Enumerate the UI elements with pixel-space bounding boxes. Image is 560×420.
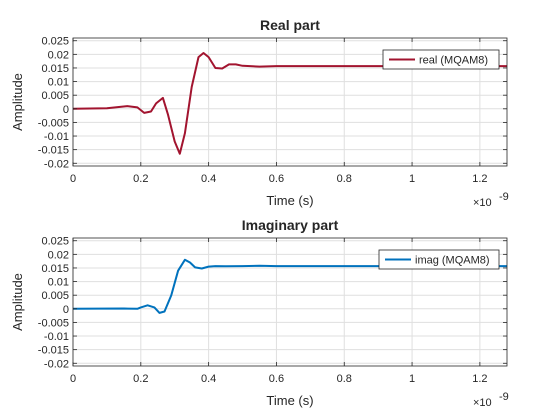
x-tick-label: 0.2 bbox=[133, 373, 148, 385]
x-tick-label: 0.2 bbox=[133, 173, 148, 185]
x-tick-label: 1.2 bbox=[472, 373, 487, 385]
y-tick-label: -0.015 bbox=[38, 345, 69, 357]
x-tick-label: 0.6 bbox=[269, 173, 284, 185]
x-tick-label: 0.6 bbox=[269, 373, 284, 385]
chart-title: Real part bbox=[260, 17, 320, 33]
x-axis-label: Time (s) bbox=[266, 193, 313, 208]
y-tick-label: -0.01 bbox=[44, 331, 69, 343]
chart-title: Imaginary part bbox=[242, 217, 339, 233]
legend: real (MQAM8) bbox=[383, 50, 499, 69]
y-tick-label: -0.005 bbox=[38, 317, 69, 329]
x-tick-label: 0 bbox=[70, 373, 76, 385]
y-axis-label: Amplitude bbox=[10, 73, 25, 131]
y-tick-label: 0.01 bbox=[48, 77, 69, 89]
x-tick-label: 1 bbox=[409, 373, 415, 385]
x-tick-label: 0.8 bbox=[337, 373, 352, 385]
y-tick-label: 0.025 bbox=[41, 36, 69, 48]
y-tick-label: 0.015 bbox=[41, 263, 69, 275]
x-tick-label: 0.4 bbox=[201, 173, 216, 185]
y-tick-label: -0.005 bbox=[38, 117, 69, 129]
x-tick-label: 1.2 bbox=[472, 173, 487, 185]
x-exponent-power: -9 bbox=[499, 191, 509, 203]
legend-label: imag (MQAM8) bbox=[415, 255, 490, 267]
x-axis-label: Time (s) bbox=[266, 393, 313, 408]
x-exponent-label: ×10 bbox=[473, 397, 492, 409]
y-tick-label: 0.02 bbox=[48, 49, 69, 61]
y-tick-label: 0.025 bbox=[41, 236, 69, 248]
y-tick-label: -0.015 bbox=[38, 145, 69, 157]
y-tick-label: 0.005 bbox=[41, 290, 69, 302]
x-exponent-label: ×10 bbox=[473, 197, 492, 209]
y-tick-label: -0.02 bbox=[44, 358, 69, 370]
x-tick-label: 0 bbox=[70, 173, 76, 185]
x-exponent-power: -9 bbox=[499, 391, 509, 403]
x-tick-label: 0.4 bbox=[201, 373, 216, 385]
y-tick-label: 0.015 bbox=[41, 63, 69, 75]
y-tick-label: 0.02 bbox=[48, 249, 69, 261]
y-tick-label: 0.01 bbox=[48, 277, 69, 289]
legend-label: real (MQAM8) bbox=[419, 55, 488, 67]
y-tick-label: 0 bbox=[63, 304, 69, 316]
legend: imag (MQAM8) bbox=[379, 250, 499, 269]
y-tick-label: 0.005 bbox=[41, 90, 69, 102]
y-axis-label: Amplitude bbox=[10, 273, 25, 331]
x-tick-label: 1 bbox=[409, 173, 415, 185]
y-tick-label: -0.02 bbox=[44, 158, 69, 170]
y-tick-label: -0.01 bbox=[44, 131, 69, 143]
x-tick-label: 0.8 bbox=[337, 173, 352, 185]
y-tick-label: 0 bbox=[63, 104, 69, 116]
